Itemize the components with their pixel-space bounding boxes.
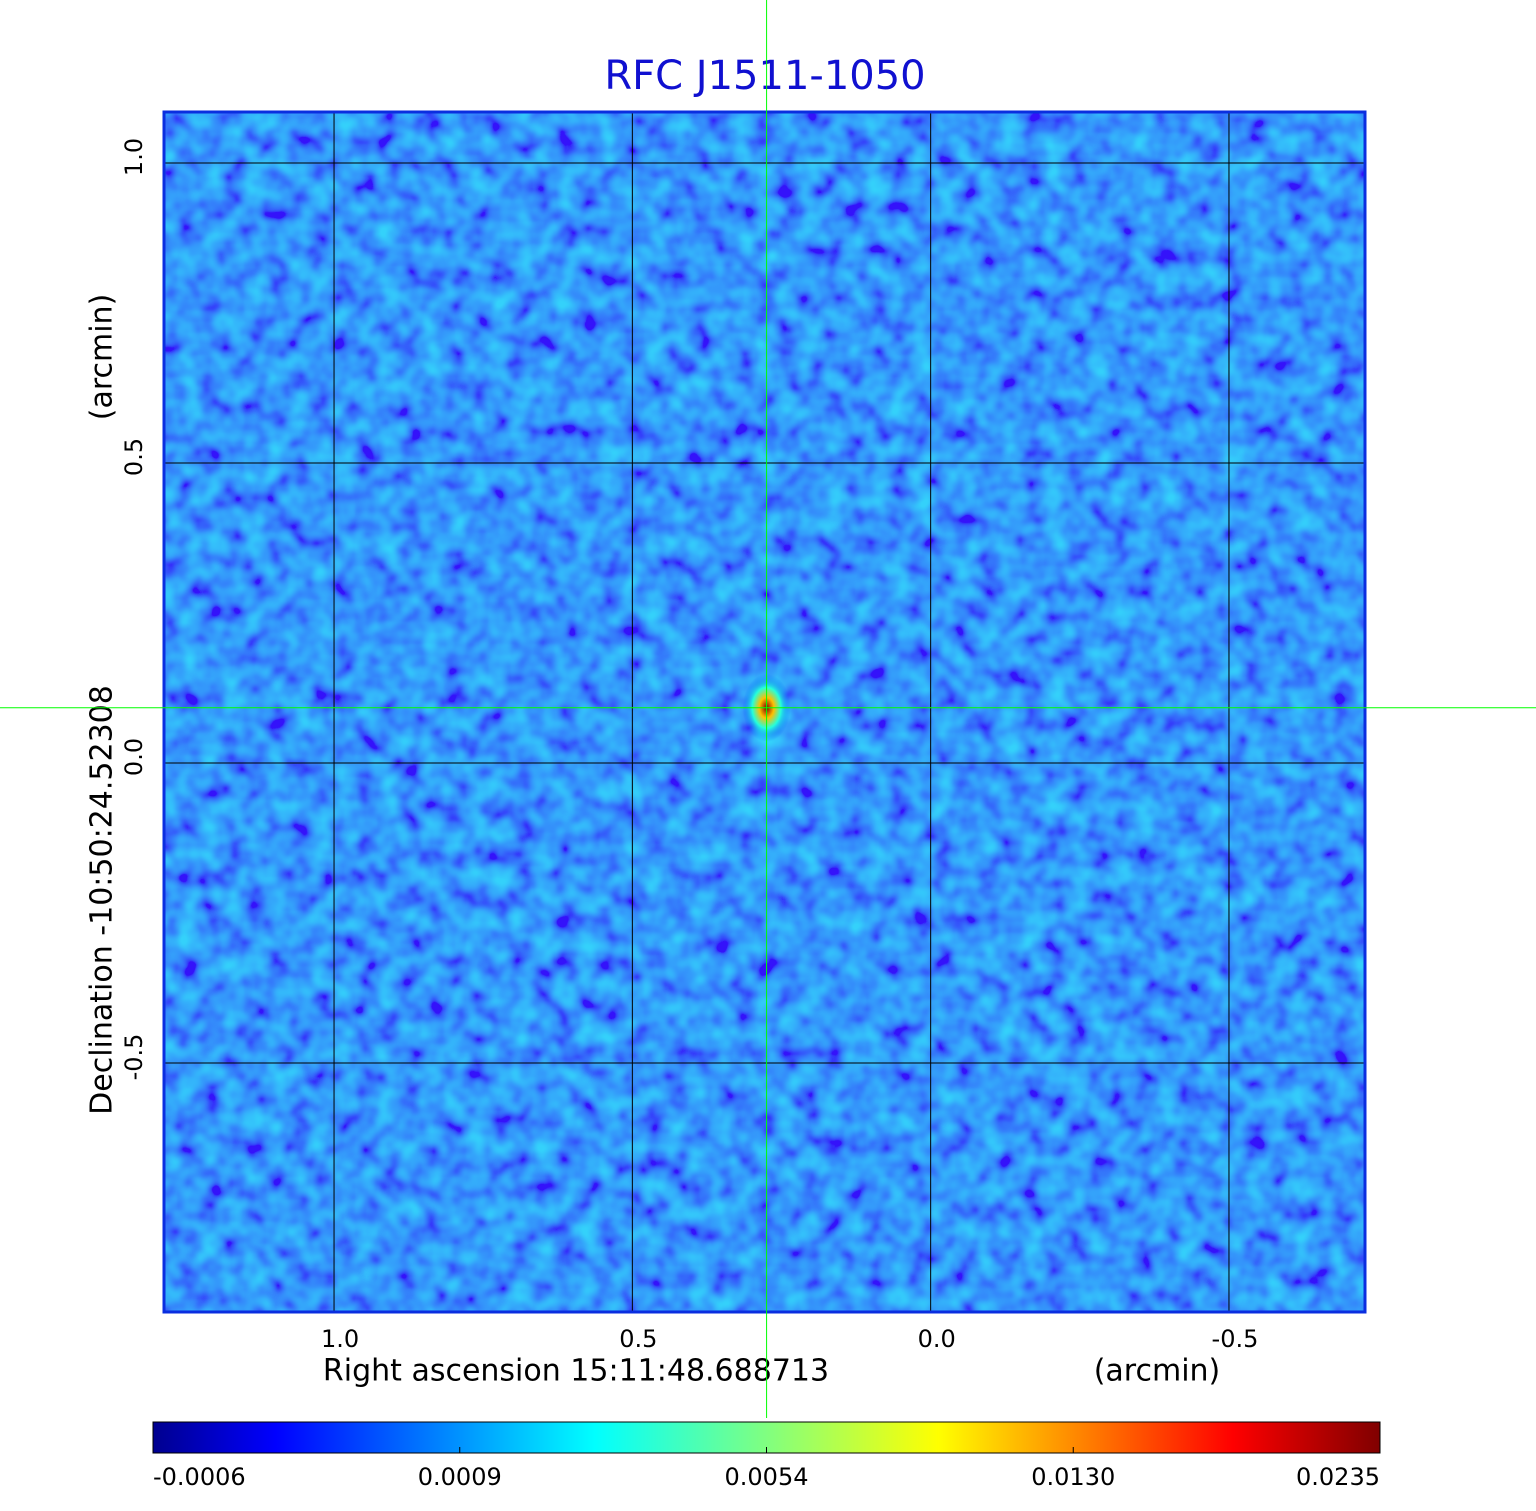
x-axis-label: Right ascension 15:11:48.688713 bbox=[323, 1354, 829, 1389]
grid bbox=[164, 112, 1365, 1312]
colorbar-tick-label: 0.0054 bbox=[725, 1463, 809, 1491]
y-tick-label: -0.5 bbox=[120, 1034, 148, 1081]
x-tick-label: 0.5 bbox=[619, 1325, 657, 1353]
x-axis-unit: (arcmin) bbox=[1094, 1354, 1221, 1389]
colorbar-tick-label: 0.0009 bbox=[418, 1463, 502, 1491]
chart-title: RFC J1511-1050 bbox=[604, 53, 925, 99]
y-tick-label: 0.0 bbox=[120, 738, 148, 776]
overlay bbox=[0, 0, 1536, 1418]
x-tick-label: 1.0 bbox=[321, 1325, 359, 1353]
y-tick-label: 1.0 bbox=[120, 138, 148, 176]
y-tick-label: 0.5 bbox=[120, 438, 148, 476]
plot-frame bbox=[162, 110, 1367, 1314]
y-axis-label: Declination -10:50:24.52308 bbox=[85, 685, 120, 1115]
colorbar-tick-label: 0.0235 bbox=[1296, 1463, 1380, 1491]
colorbar-tick-label: 0.0130 bbox=[1031, 1463, 1115, 1491]
x-tick-label: -0.5 bbox=[1212, 1325, 1259, 1353]
x-tick-label: 0.0 bbox=[918, 1325, 956, 1353]
y-axis-unit: (arcmin) bbox=[85, 294, 120, 421]
colorbar-tick-label: -0.0006 bbox=[153, 1463, 246, 1491]
